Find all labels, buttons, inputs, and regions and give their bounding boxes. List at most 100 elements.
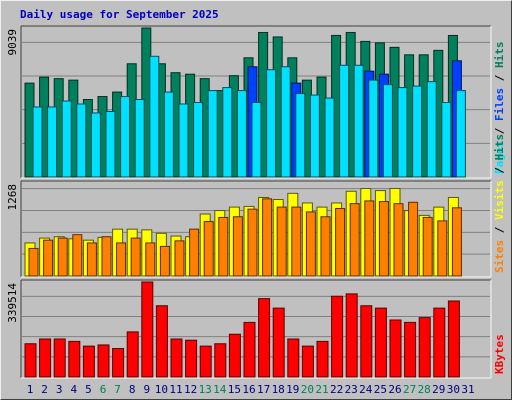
x-tick-day-9: 9 xyxy=(143,383,150,396)
bar-pages-day-21 xyxy=(324,97,335,178)
bar-pages-day-12 xyxy=(193,102,204,178)
legend-files: Files xyxy=(493,88,506,121)
bar-sites-day-22 xyxy=(335,207,346,277)
legend-hits: Hits xyxy=(493,134,506,161)
x-tick-day-17: 17 xyxy=(257,383,270,396)
bar-sites-day-27 xyxy=(408,201,419,277)
x-tick-day-12: 12 xyxy=(184,383,197,396)
legend-requests: Pages / Files / Hits xyxy=(493,42,506,175)
legend-visitors: Sites / Visits / Hits xyxy=(493,134,506,273)
x-tick-day-11: 11 xyxy=(169,383,182,396)
bar-kbytes-day-2 xyxy=(39,338,52,378)
bar-sites-day-26 xyxy=(393,203,404,277)
bar-kbytes-day-11 xyxy=(170,338,183,378)
bar-kbytes-day-26 xyxy=(389,319,402,378)
x-tick-day-22: 22 xyxy=(330,383,343,396)
bar-sites-day-16 xyxy=(247,208,258,277)
max-label-kbytes: 339514 xyxy=(6,283,19,323)
bar-kbytes-day-28 xyxy=(418,317,431,378)
bar-kbytes-day-13 xyxy=(199,345,212,378)
bar-kbytes-day-29 xyxy=(433,307,446,378)
bar-sites-day-21 xyxy=(320,216,331,277)
bar-kbytes-day-5 xyxy=(82,345,95,378)
bar-kbytes-day-6 xyxy=(97,344,110,378)
legend-visits: Visits xyxy=(493,180,506,220)
bar-pages-day-30 xyxy=(455,90,466,178)
bar-pages-day-9 xyxy=(149,55,160,178)
legend-separator: / xyxy=(493,160,506,180)
bar-sites-day-19 xyxy=(291,206,302,277)
bar-pages-day-28 xyxy=(426,81,437,178)
bar-pages-day-19 xyxy=(295,93,306,178)
x-tick-day-6: 6 xyxy=(100,383,107,396)
bar-pages-day-13 xyxy=(207,90,218,178)
bar-sites-day-11 xyxy=(174,240,185,277)
bar-sites-day-2 xyxy=(43,239,54,277)
x-tick-day-30: 30 xyxy=(447,383,460,396)
bar-sites-day-1 xyxy=(28,247,39,277)
x-tick-day-14: 14 xyxy=(213,383,227,396)
x-tick-day-2: 2 xyxy=(41,383,48,396)
legend-separator: / xyxy=(493,220,506,240)
bar-kbytes-day-25 xyxy=(374,307,387,378)
bar-sites-day-8 xyxy=(130,237,141,277)
bar-kbytes-day-9 xyxy=(141,281,154,378)
bar-sites-day-5 xyxy=(86,242,97,277)
bar-kbytes-day-10 xyxy=(155,305,168,378)
bar-pages-day-17 xyxy=(266,69,277,178)
x-tick-day-19: 19 xyxy=(286,383,299,396)
x-tick-day-7: 7 xyxy=(114,383,121,396)
x-tick-day-20: 20 xyxy=(301,383,314,396)
bar-pages-day-25 xyxy=(382,84,393,178)
bar-pages-day-23 xyxy=(353,64,364,178)
bar-sites-day-14 xyxy=(218,216,229,277)
bar-pages-day-4 xyxy=(76,103,87,178)
bar-sites-day-18 xyxy=(276,206,287,277)
bar-pages-day-7 xyxy=(120,96,131,178)
legend-sites: Sites xyxy=(493,240,506,273)
bar-kbytes-day-24 xyxy=(360,305,373,378)
x-tick-day-24: 24 xyxy=(359,383,373,396)
x-tick-day-1: 1 xyxy=(27,383,34,396)
bar-pages-day-14 xyxy=(222,87,233,178)
bar-pages-day-15 xyxy=(236,90,247,178)
bar-kbytes-day-4 xyxy=(68,340,81,378)
bar-sites-day-6 xyxy=(101,236,112,277)
bar-pages-day-16 xyxy=(251,102,262,178)
bar-sites-day-28 xyxy=(422,216,433,277)
bar-sites-day-7 xyxy=(116,242,127,277)
bar-pages-day-27 xyxy=(412,85,423,178)
bar-pages-day-1 xyxy=(32,106,43,178)
bar-pages-day-6 xyxy=(105,110,116,178)
bar-pages-day-26 xyxy=(397,87,408,178)
bar-kbytes-day-21 xyxy=(316,340,329,378)
bar-pages-day-2 xyxy=(47,106,58,178)
legend-pages: Pages xyxy=(493,141,506,174)
bar-sites-day-24 xyxy=(364,200,375,277)
bar-kbytes-day-12 xyxy=(185,339,198,378)
bar-sites-day-12 xyxy=(189,228,200,277)
legend-separator: / xyxy=(493,121,506,141)
bar-kbytes-day-7 xyxy=(112,348,125,378)
bar-sites-day-17 xyxy=(262,198,273,277)
bar-sites-day-23 xyxy=(349,203,360,277)
bar-sites-day-20 xyxy=(305,211,316,277)
x-tick-day-27: 27 xyxy=(403,383,416,396)
bar-pages-day-3 xyxy=(61,100,72,178)
bar-sites-day-9 xyxy=(145,242,156,277)
x-tick-day-26: 26 xyxy=(388,383,401,396)
bar-kbytes-day-20 xyxy=(301,345,314,378)
bar-kbytes-day-3 xyxy=(53,338,66,378)
bar-pages-day-8 xyxy=(134,99,145,178)
x-tick-day-8: 8 xyxy=(129,383,136,396)
bar-kbytes-day-22 xyxy=(331,295,344,378)
x-tick-day-15: 15 xyxy=(228,383,241,396)
legend-kbytes: KBytes xyxy=(493,334,506,374)
x-tick-day-29: 29 xyxy=(432,383,445,396)
legend-kbytes: KBytes xyxy=(493,334,506,374)
bar-pages-day-11 xyxy=(178,103,189,178)
legend-hits: Hits xyxy=(493,42,506,69)
legend-separator: / xyxy=(493,68,506,88)
bar-sites-day-3 xyxy=(57,237,68,277)
